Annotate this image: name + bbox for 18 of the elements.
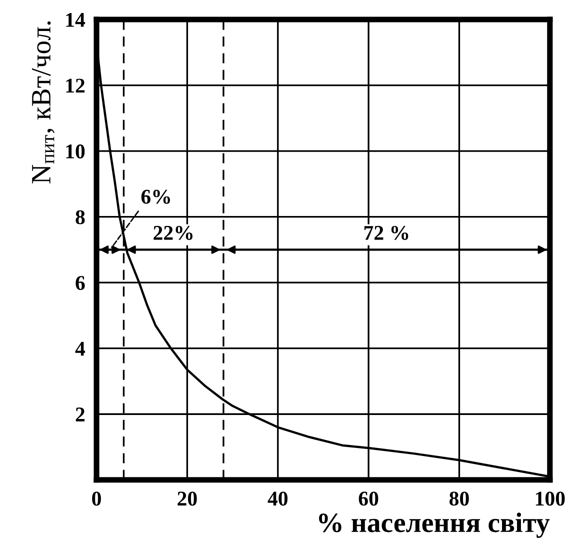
x-tick-label: 40 <box>268 492 288 506</box>
x-tick-label: 0 <box>92 492 101 506</box>
x-tick-label: 100 <box>536 492 565 506</box>
y-tick-label: 8 <box>76 210 85 224</box>
annotation: 72 % <box>364 226 408 240</box>
y-tick-label: 14 <box>66 13 86 27</box>
x-tick-label: 60 <box>358 492 378 506</box>
y-tick-label: 10 <box>66 144 85 158</box>
annotation: 22% <box>154 226 192 240</box>
x-tick-label: 20 <box>178 492 197 506</box>
annotation: 6% <box>141 190 170 204</box>
x-axis-title: % населення світу <box>319 512 550 538</box>
y-tick-label: 12 <box>66 78 85 93</box>
y-axis-title: N$_{пит}$, кВт/чол. <box>32 21 55 184</box>
y-tick-label: 4 <box>75 342 86 356</box>
x-tick-label: 80 <box>450 492 469 506</box>
y-tick-label: 2 <box>76 408 85 422</box>
y-tick-label: 6 <box>76 276 85 290</box>
